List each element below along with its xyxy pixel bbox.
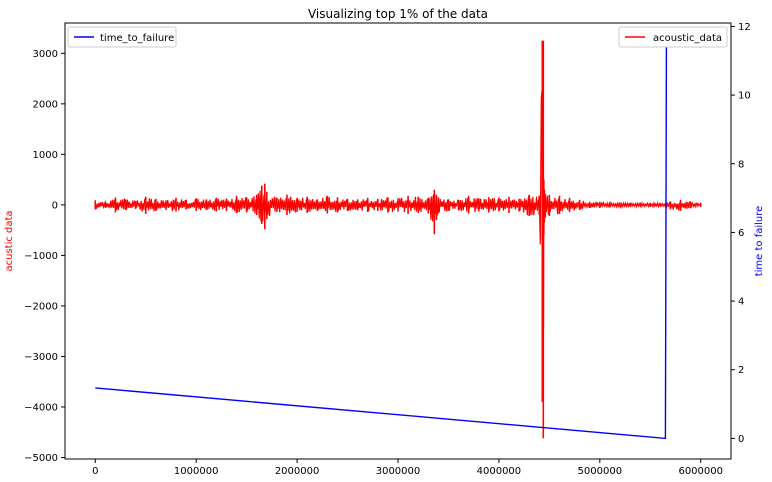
legend-box-right [618, 26, 728, 48]
right-tick-label: 10 [738, 91, 751, 102]
right-axis-ticks: 0 2 4 6 8 10 12 [731, 22, 751, 445]
right-tick-label: 2 [738, 365, 744, 376]
chart-title: Visualizing top 1% of the data [308, 7, 488, 21]
left-tick-label: 3000 [33, 49, 58, 60]
x-tick-label: 2000000 [275, 466, 320, 477]
x-tick-label: 5000000 [578, 466, 623, 477]
right-tick-label: 0 [738, 434, 744, 445]
x-tick-label: 6000000 [678, 466, 723, 477]
left-axis-ticks: −5000 −4000 −3000 −2000 −1000 0 1000 2000 3000 [24, 49, 65, 464]
x-tick-label: 3000000 [376, 466, 421, 477]
left-tick-label: 0 [52, 200, 58, 211]
x-tick-label: 4000000 [477, 466, 522, 477]
legend-time-to-failure: time_to_failure [67, 26, 177, 48]
left-axis-label: acustic data [4, 210, 15, 271]
legend-acoustic-data: acoustic_data [618, 26, 728, 48]
x-tick-label: 1000000 [174, 466, 219, 477]
right-tick-label: 4 [738, 297, 744, 308]
right-tick-label: 8 [738, 159, 744, 170]
series-time-to-failure [95, 41, 701, 440]
legend-label-time-to-failure: time_to_failure [100, 33, 174, 44]
left-tick-label: −3000 [24, 352, 58, 363]
left-tick-label: −4000 [24, 402, 58, 413]
x-axis-ticks: 0 1000000 2000000 3000000 4000000 5000000 6000… [92, 459, 723, 477]
right-tick-label: 12 [738, 22, 751, 33]
left-tick-label: −2000 [24, 301, 58, 312]
right-tick-label: 6 [738, 228, 744, 239]
right-axis-label: time to failure [754, 206, 765, 277]
legend-box-left [67, 26, 177, 48]
left-tick-label: −1000 [24, 251, 58, 262]
left-tick-label: −5000 [24, 453, 58, 464]
legend-label-acoustic-data: acoustic_data [653, 33, 722, 44]
x-tick-label: 0 [92, 466, 98, 477]
left-tick-label: 1000 [33, 150, 58, 161]
time-to-failure-line [95, 41, 701, 440]
series-acoustic-data [94, 40, 702, 439]
left-tick-label: 2000 [33, 99, 58, 110]
